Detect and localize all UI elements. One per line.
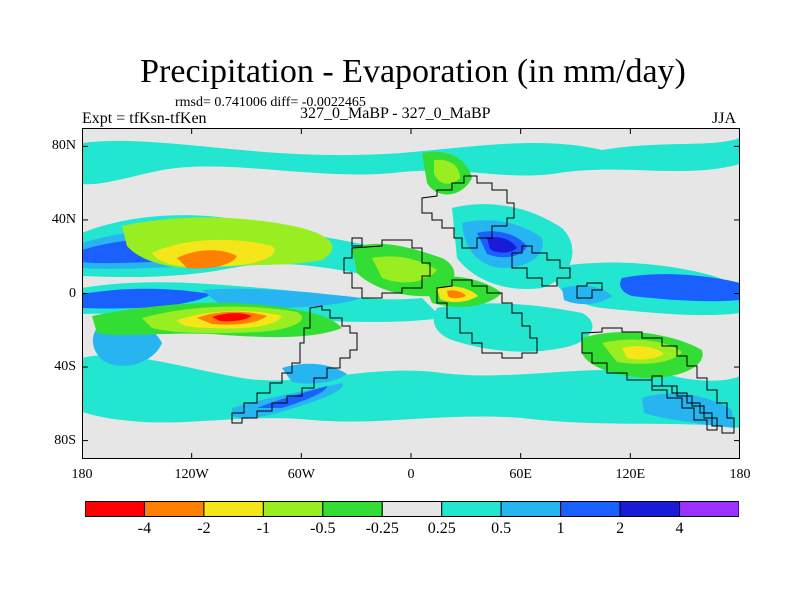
coastline [581, 327, 735, 434]
contour-fill [642, 393, 734, 428]
contour-fill [487, 237, 517, 253]
coastline [436, 279, 538, 359]
colorbar-label: -0.5 [310, 520, 336, 537]
coastline [651, 375, 718, 431]
y-tick-label: 80S [54, 432, 76, 448]
stats-text: rmsd= 0.741006 diff= -0.0022465 [175, 95, 366, 110]
contour-fill [212, 313, 252, 322]
coastline [351, 237, 363, 247]
axis-ticks [82, 128, 740, 459]
colorbar-swatch [381, 501, 443, 517]
x-tick-label: 60E [509, 467, 532, 482]
colorbar-swatch [619, 501, 681, 517]
contour-fill [282, 363, 347, 384]
land-outline [231, 175, 735, 434]
coastline [343, 239, 431, 299]
colorbar-label: -1 [256, 520, 271, 537]
plot-subtitle: 327_0_MaBP - 327_0_MaBP [300, 105, 491, 122]
contour-fill [622, 346, 664, 360]
x-tick-label: 60W [287, 467, 315, 482]
x-tick-label: 180 [729, 467, 751, 482]
colorbar-swatch [500, 501, 562, 517]
coastline [511, 245, 571, 287]
colorbar-swatch [143, 501, 205, 517]
x-tick-label: 180 [71, 467, 93, 482]
colorbar-label: 0.5 [491, 520, 512, 537]
season-label: JJA [712, 110, 737, 127]
colorbar-label: -4 [137, 520, 152, 537]
plot-title: Precipitation - Evaporation (in mm/day) [140, 53, 686, 90]
y-tick-label: 40N [51, 211, 76, 227]
colorbar-label: -0.25 [365, 520, 399, 537]
coastline [421, 175, 515, 249]
colorbar-swatch [203, 501, 264, 517]
colorbar-swatch [262, 501, 324, 517]
contour-fill [177, 250, 237, 269]
y-tick-label: 40S [54, 359, 76, 375]
contour-fill [82, 288, 212, 309]
map-plot [82, 128, 740, 459]
coastline [231, 305, 358, 424]
colorbar-swatch [560, 501, 621, 517]
contour-fill [434, 159, 460, 184]
colorbar-label: 2 [616, 520, 625, 537]
x-tick-label: 120E [615, 467, 646, 482]
contour-fill [620, 274, 740, 302]
contour-fill [433, 303, 593, 352]
colorbar-swatch [679, 501, 739, 517]
experiment-label: Expt = tfKsn-tfKen [82, 110, 207, 127]
colorbar-label: 4 [675, 520, 684, 537]
colorbar-label: 1 [556, 520, 565, 537]
x-tick-label: 0 [407, 467, 415, 482]
y-tick-label: 80N [51, 138, 76, 154]
contour-fill [447, 290, 466, 299]
contour-fill [202, 288, 362, 308]
x-tick-label: 120W [174, 467, 209, 482]
colorbar-label: 0.25 [427, 520, 456, 537]
colorbar-label: -2 [197, 520, 211, 537]
coastline [576, 282, 603, 299]
colorbar-swatch [85, 501, 145, 517]
colorbar-swatch [322, 501, 383, 517]
colorbar-swatch [441, 501, 502, 517]
contour-fill [82, 138, 740, 185]
y-tick-label: 0 [69, 285, 76, 301]
contour-fill [372, 256, 437, 283]
colorbar [85, 501, 739, 517]
